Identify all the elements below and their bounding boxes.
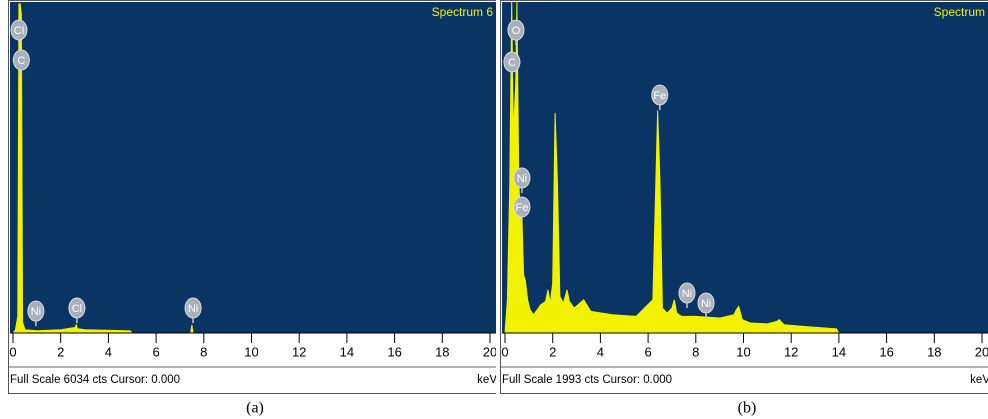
peak-marker (27, 300, 45, 322)
x-tick-label: 10 (736, 344, 750, 359)
panel-frame (500, 0, 988, 394)
x-tick-label: 4 (597, 344, 604, 359)
x-tick-label: 0 (501, 344, 508, 359)
panel-caption: (a) (246, 400, 264, 417)
x-tick-label: 16 (879, 344, 893, 359)
peak-label: Ni (31, 306, 41, 318)
x-tick-label: 0 (9, 344, 16, 359)
spectrum-panel: Spectrum O C Fe Ni Fe Ni Ni 0 2 4 6 8 10 12 14 16 18 20 Ful… (500, 0, 988, 417)
peak-marker (507, 19, 525, 41)
peak-marker (503, 51, 521, 73)
x-unit: keV (970, 374, 988, 386)
peak-marker (68, 297, 86, 319)
peak-label: O (512, 25, 521, 37)
plot-background (502, 2, 988, 333)
peak-marker (678, 282, 696, 304)
x-tick-label: 12 (784, 344, 798, 359)
plot-background (10, 2, 496, 333)
x-tick-label: 2 (57, 344, 64, 359)
x-tick-label: 10 (244, 344, 258, 359)
footer-text: Full Scale 1993 cts Cursor: 0.000 (502, 374, 672, 386)
peak-marker (651, 84, 669, 106)
peak-marker (10, 19, 28, 41)
x-tick-label: 6 (644, 344, 651, 359)
peak-marker (513, 196, 531, 218)
x-tick-label: 20 (975, 344, 988, 359)
peak-label: Fe (516, 202, 529, 214)
x-tick-label: 8 (200, 344, 207, 359)
x-tick-label: 14 (340, 344, 354, 359)
peak-label: Ni (682, 288, 692, 300)
spectrum-panel: Spectrum 6 Cl C Ni Cl Ni 0 2 4 6 8 10 12 14 16 18 20 Full… (8, 0, 497, 417)
x-tick-label: 18 (435, 344, 449, 359)
peak-label: Ni (517, 173, 527, 185)
peak-marker (12, 49, 30, 71)
x-tick-label: 8 (692, 344, 699, 359)
footer-text: Full Scale 6034 cts Cursor: 0.000 (10, 374, 180, 386)
peak-label: Ni (188, 303, 198, 315)
peak-label: C (17, 55, 25, 67)
x-tick-label: 14 (832, 344, 846, 359)
peak-marker (513, 167, 531, 189)
peak-marker (184, 297, 202, 319)
x-tick-label: 4 (105, 344, 112, 359)
panel-frame (8, 0, 496, 394)
x-tick-label: 18 (927, 344, 941, 359)
peak-label: Cl (72, 303, 82, 315)
spectrum-title: Spectrum 6 (432, 5, 494, 19)
peak-label: Fe (653, 90, 666, 102)
panel-content: Spectrum O C Fe Ni Fe Ni Ni 0 2 4 6 8 10 12 14 16 18 20 Ful… (500, 0, 988, 394)
x-tick-label: 2 (549, 344, 556, 359)
peak-label: C (508, 57, 516, 69)
peak-marker (697, 292, 715, 314)
peak-label: Cl (14, 25, 24, 37)
x-tick-label: 6 (152, 344, 159, 359)
x-tick-label: 12 (292, 344, 306, 359)
peak-label: Ni (701, 298, 711, 310)
x-unit: keV (477, 374, 497, 386)
x-tick-label: 16 (387, 344, 401, 359)
panel-content: Spectrum 6 Cl C Ni Cl Ni 0 2 4 6 8 10 12 14 16 18 20 Full… (8, 0, 497, 394)
spectrum-title: Spectrum (934, 5, 985, 19)
x-tick-label: 20 (483, 344, 497, 359)
panel-caption: (b) (738, 400, 757, 417)
